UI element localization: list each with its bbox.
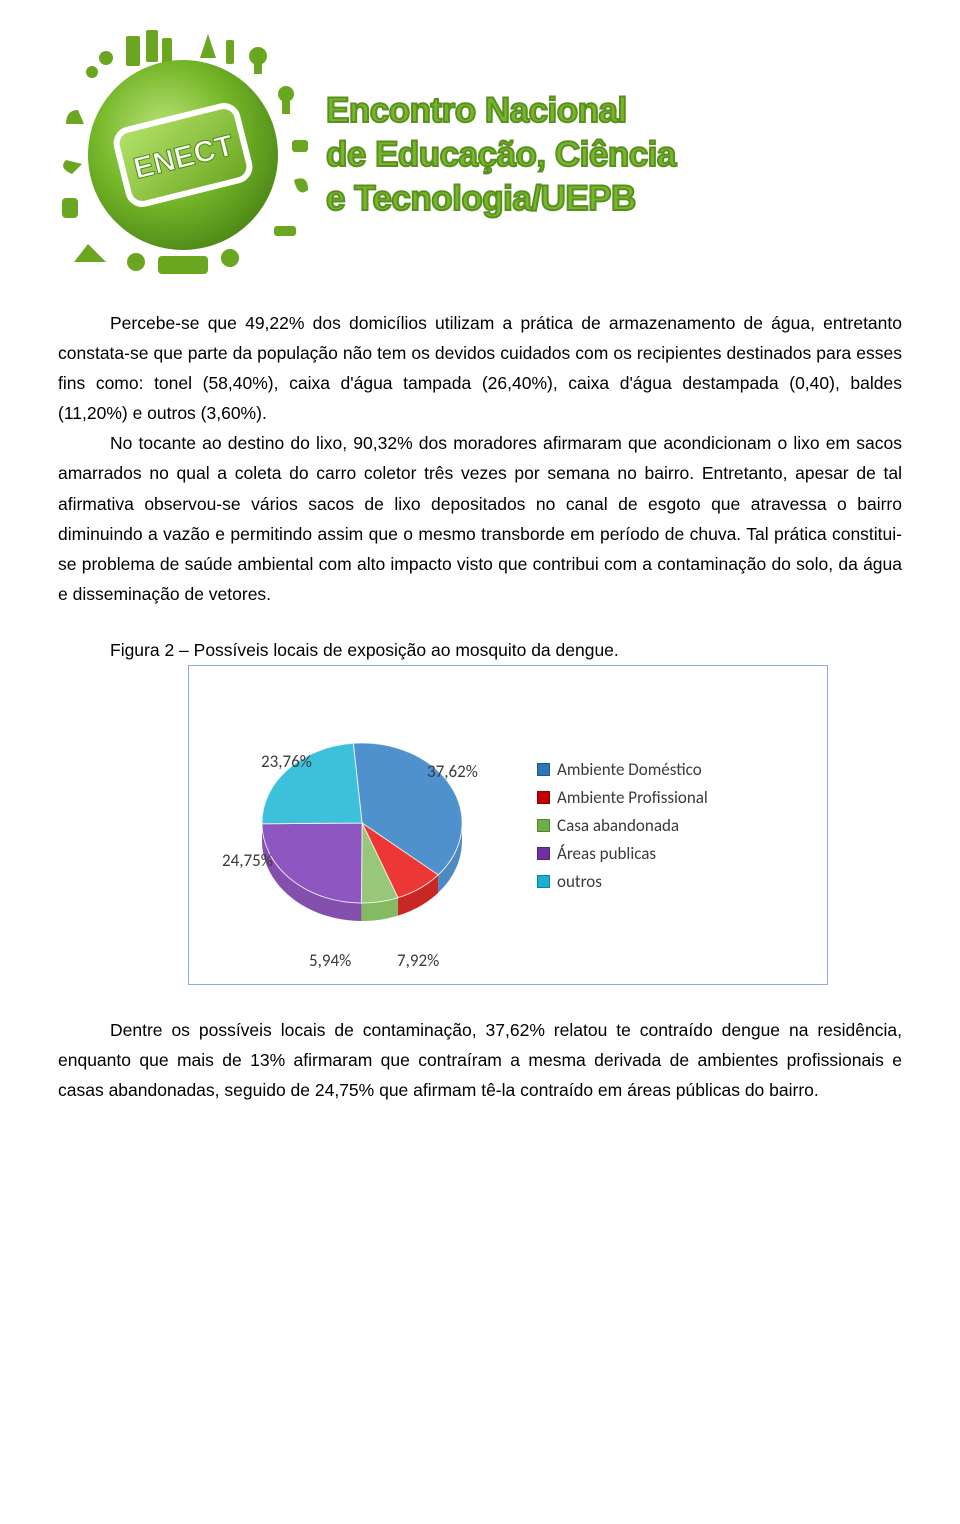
legend-swatch [537, 875, 550, 888]
logo-title-text: Encontro Nacional de Educação, Ciência e… [326, 89, 902, 220]
legend-item: Casa abandonada [537, 815, 821, 836]
slice-label-1: 37,62% [427, 761, 478, 782]
paragraph-2: No tocante ao destino do lixo, 90,32% do… [58, 428, 902, 609]
logo-line-1: Encontro Nacional [326, 89, 902, 133]
slice-label-2: 7,92% [397, 950, 439, 971]
logo-line-3: e Tecnologia/UEPB [326, 177, 902, 221]
header-logo-block: ENECT Encontro Nacional de Educação, Ciê… [58, 30, 902, 280]
slice-label-3: 5,94% [309, 950, 351, 971]
paragraph-3: Dentre os possíveis locais de contaminaç… [58, 1015, 902, 1105]
legend-swatch [537, 847, 550, 860]
legend-label: Ambiente Doméstico [557, 759, 702, 780]
legend-swatch [537, 763, 550, 776]
paragraph-1: Percebe-se que 49,22% dos domicílios uti… [58, 308, 902, 428]
legend-label: Casa abandonada [557, 815, 679, 836]
legend-swatch [537, 791, 550, 804]
legend-label: Ambiente Profissional [557, 787, 708, 808]
legend-item: Áreas publicas [537, 843, 821, 864]
legend-item: outros [537, 871, 821, 892]
enect-globe-logo: ENECT [58, 30, 308, 280]
legend-item: Ambiente Profissional [537, 787, 821, 808]
body-text: Percebe-se que 49,22% dos domicílios uti… [58, 308, 902, 1105]
figure-2-caption: Figura 2 – Possíveis locais de exposição… [58, 635, 902, 665]
legend-swatch [537, 819, 550, 832]
logo-line-2: de Educação, Ciência [326, 133, 902, 177]
slice-label-5: 23,76% [261, 751, 312, 772]
pie-chart-frame: 37,62% 7,92% 5,94% 24,75% 23,76% Ambient… [188, 665, 828, 985]
legend-label: Áreas publicas [557, 843, 656, 864]
pie-chart-area: 37,62% 7,92% 5,94% 24,75% 23,76% [189, 675, 529, 975]
chart-legend: Ambiente Doméstico Ambiente Profissional… [529, 752, 827, 899]
legend-label: outros [557, 871, 602, 892]
document-page: ENECT Encontro Nacional de Educação, Ciê… [0, 0, 960, 1145]
slice-label-4: 24,75% [222, 850, 273, 871]
legend-item: Ambiente Doméstico [537, 759, 821, 780]
